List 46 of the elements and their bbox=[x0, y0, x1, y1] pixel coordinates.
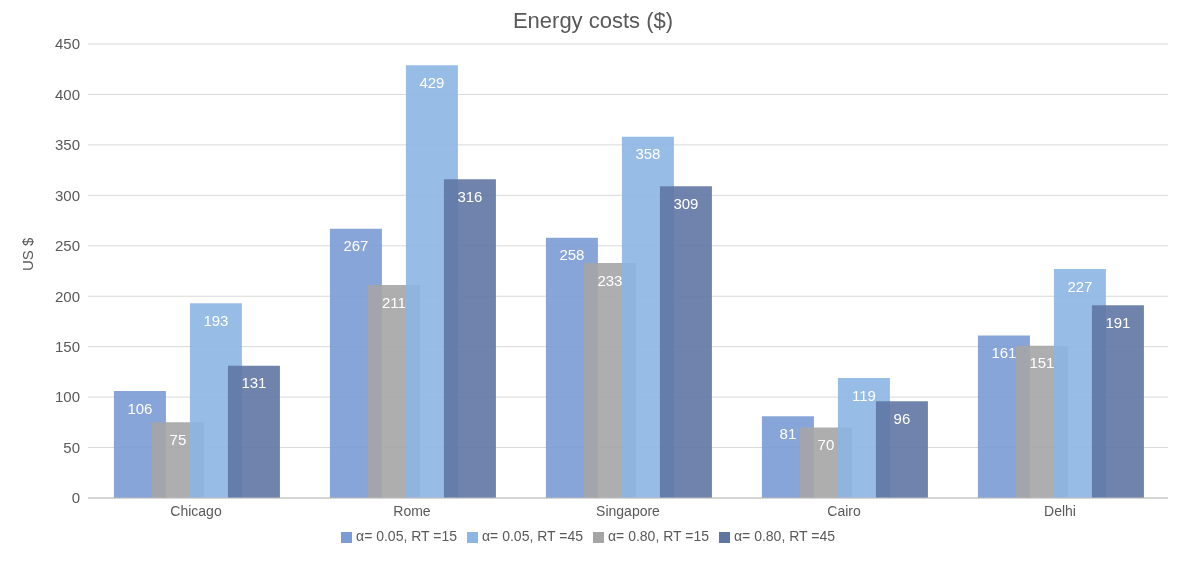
data-label: 161 bbox=[991, 344, 1017, 362]
y-tick-label: 100 bbox=[54, 388, 80, 406]
legend-label: α= 0.80, RT =15 bbox=[608, 528, 709, 544]
y-axis-title: US $ bbox=[19, 237, 37, 271]
legend-label: α= 0.05, RT =15 bbox=[356, 528, 458, 544]
bar bbox=[443, 179, 496, 498]
y-tick-label: 0 bbox=[71, 489, 80, 507]
data-label: 191 bbox=[1105, 313, 1131, 331]
legend-label: α= 0.05, RT =45 bbox=[482, 528, 583, 544]
legend-label: α= 0.80, RT =45 bbox=[733, 528, 835, 544]
data-label: 70 bbox=[817, 436, 835, 454]
data-label: 96 bbox=[893, 409, 911, 427]
bar bbox=[659, 186, 712, 498]
data-label: 309 bbox=[673, 194, 699, 212]
y-tick-label: 50 bbox=[63, 438, 80, 456]
data-label: 151 bbox=[1029, 354, 1055, 372]
bar bbox=[1091, 305, 1144, 498]
x-tick-label: Chicago bbox=[170, 502, 222, 519]
data-label: 227 bbox=[1067, 277, 1093, 295]
y-tick-label: 450 bbox=[54, 35, 80, 53]
bar bbox=[875, 401, 928, 498]
data-label: 75 bbox=[169, 430, 187, 448]
data-label: 119 bbox=[851, 386, 876, 404]
y-tick-label: 150 bbox=[54, 337, 80, 355]
data-label: 211 bbox=[381, 293, 406, 311]
x-tick-label: Cairo bbox=[827, 502, 861, 519]
data-label: 106 bbox=[127, 399, 153, 417]
x-tick-label: Delhi bbox=[1044, 502, 1076, 519]
data-label: 316 bbox=[457, 187, 483, 205]
data-label: 358 bbox=[635, 145, 661, 163]
x-tick-label: Rome bbox=[393, 502, 431, 519]
data-label: 258 bbox=[559, 246, 585, 264]
data-label: 429 bbox=[419, 73, 445, 91]
y-tick-label: 350 bbox=[54, 136, 80, 154]
data-label: 267 bbox=[343, 237, 369, 255]
y-tick-label: 400 bbox=[54, 85, 80, 103]
x-tick-label: Singapore bbox=[596, 502, 661, 519]
y-tick-label: 200 bbox=[54, 287, 80, 305]
chart-title: Energy costs ($) bbox=[511, 8, 675, 34]
bar bbox=[227, 365, 280, 498]
data-label: 233 bbox=[597, 271, 623, 289]
y-tick-label: 300 bbox=[54, 186, 80, 204]
data-label: 193 bbox=[203, 311, 229, 329]
data-label: 131 bbox=[241, 374, 267, 392]
data-label: 81 bbox=[779, 424, 797, 442]
y-tick-label: 250 bbox=[54, 237, 80, 255]
